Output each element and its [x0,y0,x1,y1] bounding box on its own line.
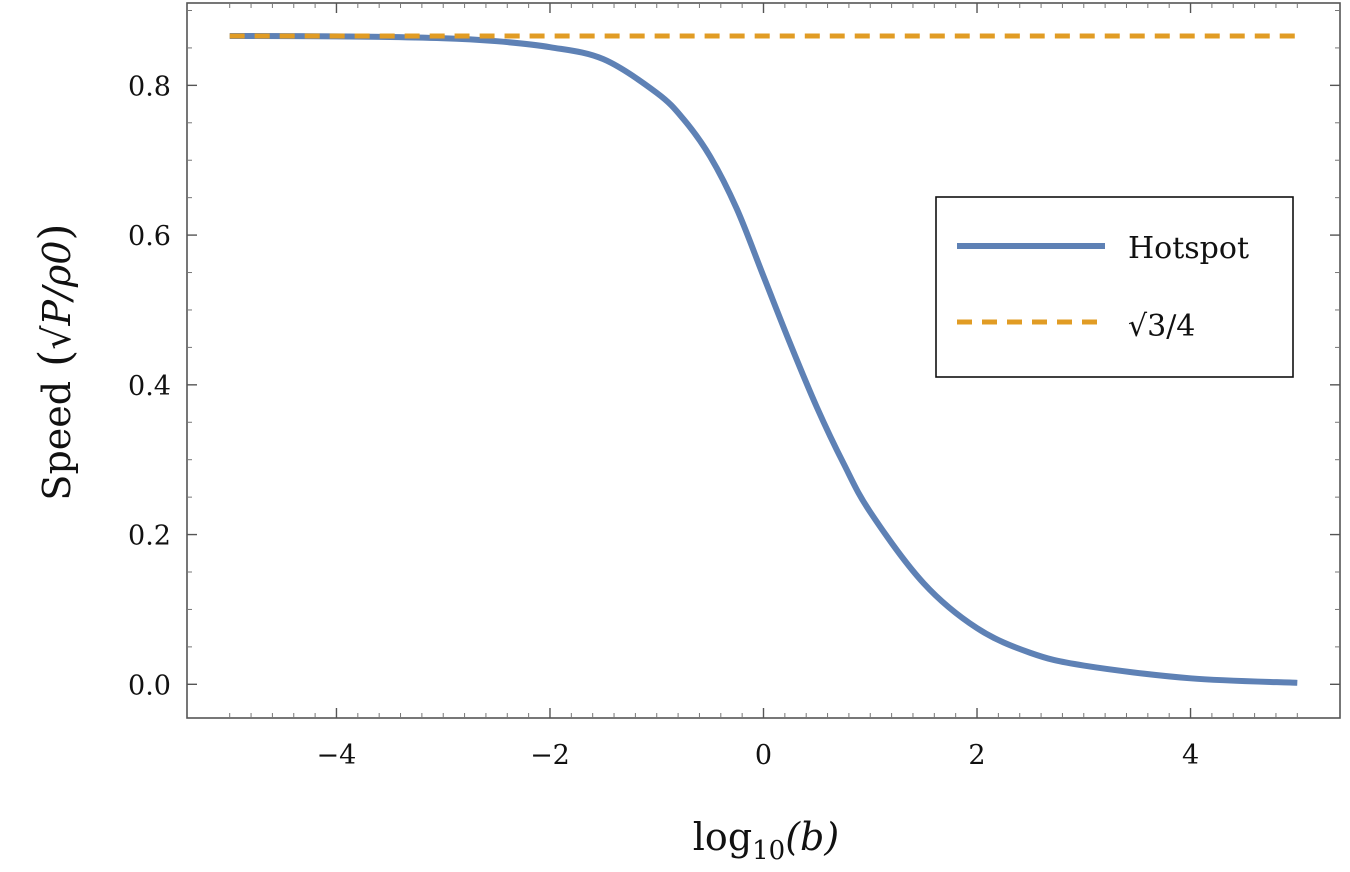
y-axis-label-word: Speed [35,381,79,501]
y-tick-label: 0.6 [128,221,171,252]
y-tick-label: 0.0 [128,670,171,701]
y-axis-label-paren-open: ( [30,350,81,367]
legend-label-sqrt-3-4: √3/4 [1128,309,1195,344]
legend-label-hotspot: Hotspot [1128,231,1249,266]
legend-box [935,196,1294,378]
y-ticks-group: 0.0 0.2 0.4 0.6 0.8 [128,9,1340,701]
x-ticks-group: −4 −2 0 2 4 [229,3,1298,771]
x-axis-label-arg: (b) [785,815,839,859]
x-axis-label-subscript: 10 [752,836,785,866]
y-tick-label: 0.4 [128,371,171,402]
y-axis-label: Speed (√P/ρ0) [30,223,81,500]
y-axis-label-text: Speed (√P/ρ0) [30,223,81,500]
y-axis-label-unit: √P/ρ0 [35,241,79,350]
series-group [229,32,1298,686]
series-line-hotspot [229,32,1298,686]
y-tick-label: 0.8 [128,71,171,102]
x-tick-label: 0 [755,740,772,771]
y-tick-label: 0.2 [128,521,171,552]
x-tick-label: −2 [530,740,570,771]
x-tick-label: 4 [1182,740,1199,771]
x-tick-label: −4 [317,740,357,771]
legend: Hotspot √3/4 [935,196,1294,378]
x-axis-label: log10(b) [693,815,839,866]
y-axis-label-paren-close: ) [30,223,81,240]
x-axis-label-main: log [693,815,752,859]
x-tick-label: 2 [968,740,985,771]
